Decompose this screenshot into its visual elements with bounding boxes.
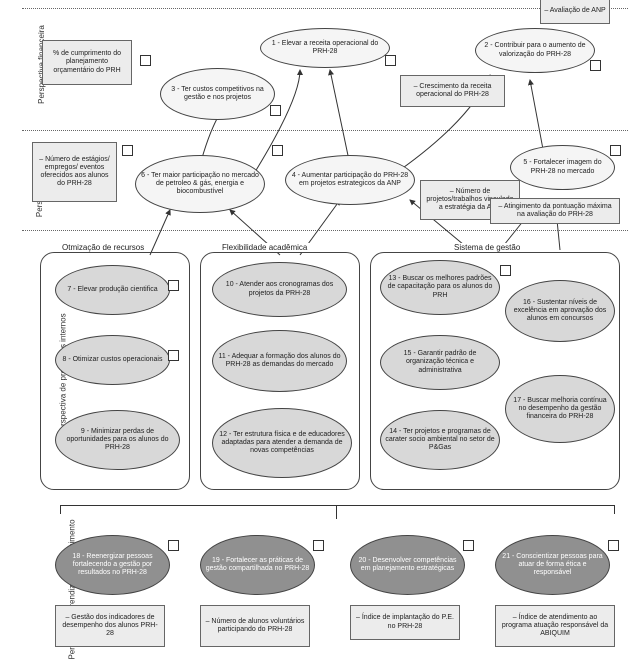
- row-label-aprendizado: Perspectiva aprendizado e crescimento: [2, 585, 20, 594]
- kpi-planejamento: % de cumprimento do planejamento orçamen…: [42, 40, 132, 85]
- node-5: 5 - Fortalecer imagem do PRH-28 no merca…: [510, 145, 615, 190]
- kpi-crescimento: – Crescimento da receita operacional do …: [400, 75, 505, 107]
- divider: [22, 8, 628, 9]
- node-8: 8 - Otimizar custos operacionais: [55, 335, 170, 385]
- kpi-pe: – Índice de implantação do P.E. no PRH-2…: [350, 605, 460, 640]
- node-9: 9 - Minimizar perdas de oportunidades pa…: [55, 410, 180, 470]
- node-20: 20 - Desenvolver competências em planeja…: [350, 535, 465, 595]
- node-12: 12 - Ter estrutura física e de educadore…: [212, 408, 352, 478]
- checkbox[interactable]: [168, 350, 179, 361]
- checkbox[interactable]: [463, 540, 474, 551]
- kpi-pontuacao: – Atingimento da pontuação máxima na ava…: [490, 198, 620, 224]
- group-label: Flexibilidade acadêmica: [219, 243, 310, 252]
- node-15: 15 - Garantir padrão de organização técn…: [380, 335, 500, 390]
- brace-stem: [336, 505, 337, 519]
- node-19: 19 - Fortalecer as práticas de gestão co…: [200, 535, 315, 595]
- node-7: 7 - Elevar produção cientifica: [55, 265, 170, 315]
- node-3: 3 - Ter custos competitivos na gestão e …: [160, 68, 275, 120]
- node-6: 6 - Ter maior participação no mercado de…: [135, 155, 265, 213]
- node-13: 13 - Buscar os melhores padrões de capac…: [380, 260, 500, 315]
- divider: [22, 130, 628, 131]
- node-10: 10 - Atender aos cronogramas dos projeto…: [212, 262, 347, 317]
- checkbox[interactable]: [272, 145, 283, 156]
- node-17: 17 - Buscar melhoria contínua no desempe…: [505, 375, 615, 443]
- node-18: 18 - Reenergizar pessoas fortalecendo a …: [55, 535, 170, 595]
- checkbox[interactable]: [500, 265, 511, 276]
- kpi-gestao-indicadores: – Gestão dos indicadores de desempenho d…: [55, 605, 165, 647]
- row-label-processos: Perspectiva de processos internos: [2, 370, 20, 379]
- group-label: Sistema de gestão: [451, 243, 523, 252]
- checkbox[interactable]: [313, 540, 324, 551]
- checkbox[interactable]: [608, 540, 619, 551]
- checkbox[interactable]: [122, 145, 133, 156]
- checkbox[interactable]: [140, 55, 151, 66]
- kpi-avaliacao-anp: – Avaliação de ANP: [540, 0, 610, 24]
- checkbox[interactable]: [168, 540, 179, 551]
- divider: [22, 230, 628, 231]
- brace: [60, 505, 615, 515]
- checkbox[interactable]: [385, 55, 396, 66]
- checkbox[interactable]: [590, 60, 601, 71]
- kpi-abiquim: – Índice de atendimento ao programa atua…: [495, 605, 615, 647]
- node-21: 21 - Conscientizar pessoas para atuar de…: [495, 535, 610, 595]
- group-label: Otmização de recursos: [59, 243, 147, 252]
- node-11: 11 - Adequar a formação dos alunos do PR…: [212, 330, 347, 392]
- row-label-financeira: Perspectiva financeira: [2, 60, 20, 69]
- checkbox[interactable]: [270, 105, 281, 116]
- node-14: 14 - Ter projetos e programas de carater…: [380, 410, 500, 470]
- node-1: 1 - Elevar a receita operacional do PRH-…: [260, 28, 390, 68]
- checkbox[interactable]: [168, 280, 179, 291]
- node-2: 2 - Contribuir para o aumento de valoriz…: [475, 28, 595, 73]
- kpi-estagios: – Número de estágios/ empregos/ eventos …: [32, 142, 117, 202]
- checkbox[interactable]: [610, 145, 621, 156]
- strategy-map: Perspectiva financeira Perspectiva merca…: [0, 0, 632, 659]
- row-label-mercado: Perspectiva mercado: [2, 175, 20, 184]
- kpi-voluntarios: – Número de alunos voluntários participa…: [200, 605, 310, 647]
- node-4: 4 - Aumentar participação do PRH-28 em p…: [285, 155, 415, 205]
- node-16: 16 - Sustentar níveis de excelência em a…: [505, 280, 615, 342]
